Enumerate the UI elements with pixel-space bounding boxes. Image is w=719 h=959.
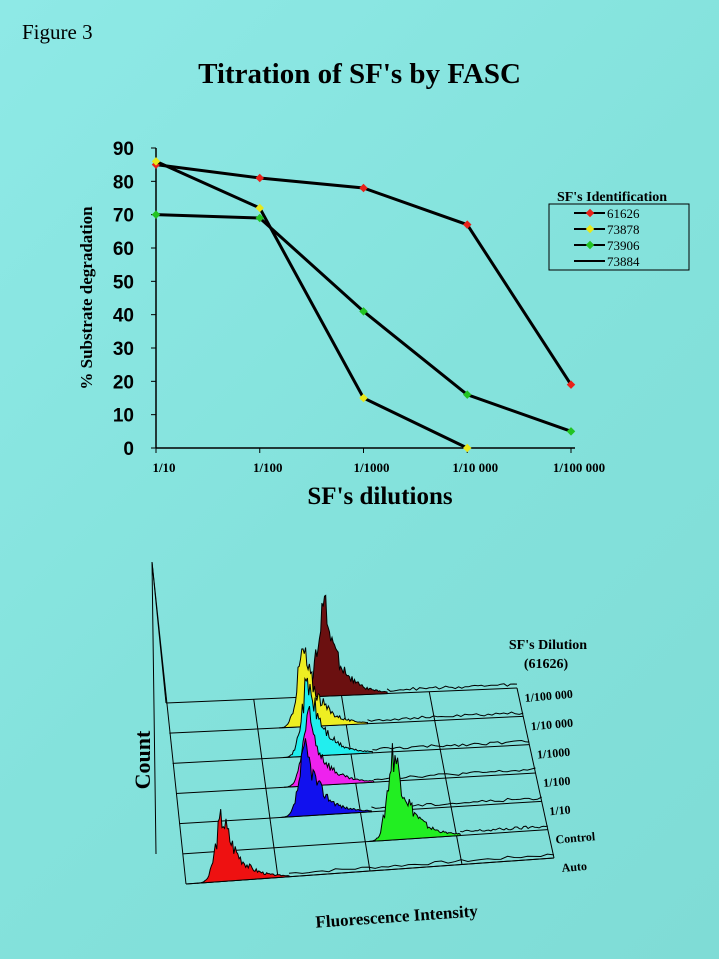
y-tick-label: 90 xyxy=(113,139,134,160)
y-tick-label: 10 xyxy=(113,406,134,427)
count-axis-label: Count xyxy=(130,730,155,789)
series-line-73878 xyxy=(155,159,468,450)
line-chart: 0 10 20 30 40 50 60 70 80 90 1/10 1/100 1/1000 1/10 0… xyxy=(77,139,690,510)
data-point-61626 xyxy=(255,173,264,183)
depth-label: 1/100 xyxy=(543,774,571,790)
series-line-61626 xyxy=(155,163,573,386)
histogram-Auto xyxy=(196,809,290,884)
chart-title: Titration of SF's by FASC xyxy=(198,58,521,90)
x-axis-label: SF's dilutions xyxy=(307,483,452,510)
legend-marker xyxy=(585,208,595,218)
data-point-73878 xyxy=(359,393,368,403)
depth-label: Control xyxy=(555,829,597,846)
histogram-tail xyxy=(372,739,530,751)
data-point-73906 xyxy=(359,307,368,316)
legend-box xyxy=(548,203,690,271)
histogram-tail xyxy=(373,767,536,781)
data-point-73906 xyxy=(255,213,264,223)
data-point-73878 xyxy=(255,203,264,213)
depth-label: 1/10 000 xyxy=(530,716,573,734)
line-chart-axes: 0 10 20 30 40 50 60 70 80 90 1/10 1/100 1/1000 1/10 0… xyxy=(113,139,605,475)
legend-label: 73906 xyxy=(607,238,640,253)
histogram-1-100-000 xyxy=(299,594,388,698)
data-point-73878 xyxy=(151,157,161,166)
histogram-tail xyxy=(367,711,524,722)
data-point-73878 xyxy=(463,443,472,453)
y-tick-label: 80 xyxy=(113,172,134,193)
vertical-axis-line xyxy=(151,561,187,885)
legend-label: 73878 xyxy=(607,222,640,237)
histogram-1-10 xyxy=(280,738,372,818)
depth-label: 1/100 000 xyxy=(524,687,573,705)
y-tick-label: 50 xyxy=(113,272,134,293)
x-tick-label: 1/100 xyxy=(253,460,283,475)
depth-label: 1/10 xyxy=(549,803,571,819)
legend-label: 73884 xyxy=(607,254,640,269)
figure-label: Figure 3 xyxy=(22,20,93,44)
depth-axis-subtitle: (61626) xyxy=(524,657,569,672)
x-tick-label: 1/1000 xyxy=(353,460,389,475)
histogram-3d-chart: 1/100 000 1/10 000 1/1000 1/100 1/10 Control A… xyxy=(130,561,596,932)
y-tick-label: 20 xyxy=(113,372,134,393)
histogram-series xyxy=(196,594,555,884)
data-point-73906 xyxy=(463,390,472,399)
x-tick-label: 1/10 xyxy=(152,460,175,475)
histogram-tail xyxy=(288,853,555,874)
legend-label: 61626 xyxy=(607,206,640,221)
data-point-61626 xyxy=(463,220,472,229)
histogram-1-10-000 xyxy=(278,647,368,729)
data-point-73906 xyxy=(566,427,576,436)
data-point-61626 xyxy=(566,380,576,389)
y-tick-label: 60 xyxy=(113,239,134,260)
legend-marker xyxy=(585,224,595,234)
depth-axis-title: SF's Dilution xyxy=(509,638,587,653)
data-point-73906 xyxy=(151,210,161,219)
y-tick-label: 0 xyxy=(123,439,134,460)
histogram-depth-labels: 1/100 000 1/10 000 1/1000 1/100 1/10 Control A… xyxy=(524,687,596,875)
wall-edge xyxy=(151,561,167,855)
line-chart-series xyxy=(151,157,576,453)
y-tick-label: 30 xyxy=(113,339,134,360)
histogram-Control xyxy=(368,743,461,842)
legend-title: SF's Identification xyxy=(557,190,667,205)
y-axis-label: % Substrate degradation xyxy=(77,206,96,390)
depth-label: Auto xyxy=(561,859,587,875)
depth-grid-line xyxy=(428,691,463,865)
depth-grid-line xyxy=(253,699,279,878)
data-point-61626 xyxy=(359,183,368,193)
histogram-tail xyxy=(460,825,548,833)
x-tick-label: 1/10 000 xyxy=(452,460,498,475)
x-tick-label: 1/100 000 xyxy=(553,460,605,475)
depth-label: 1/1000 xyxy=(536,745,570,762)
fluorescence-axis-label: Fluorescence Intensity xyxy=(315,901,479,931)
legend-marker xyxy=(585,240,595,250)
histogram-tail xyxy=(386,683,518,692)
y-tick-label: 40 xyxy=(113,306,134,327)
y-tick-label: 70 xyxy=(113,206,134,227)
